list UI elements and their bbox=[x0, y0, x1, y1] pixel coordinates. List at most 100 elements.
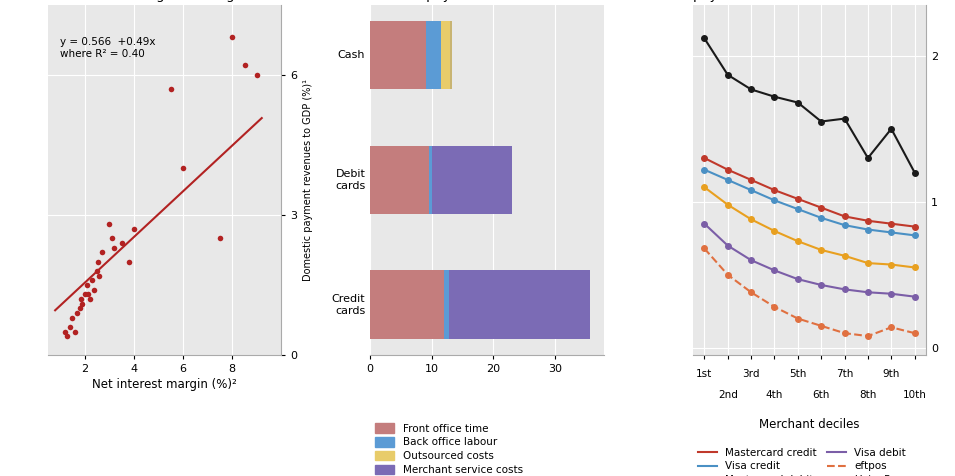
Visa debit bbox=[792, 276, 803, 282]
Point bbox=[176, 164, 191, 172]
Point bbox=[74, 300, 90, 307]
UnionPay bbox=[745, 87, 756, 92]
eftpos bbox=[792, 316, 803, 321]
Text: 1st: 1st bbox=[696, 369, 712, 379]
Mastercard debit bbox=[862, 260, 874, 266]
Bar bbox=[371, 146, 429, 214]
Visa credit bbox=[745, 187, 756, 193]
Visa credit bbox=[769, 198, 780, 203]
Point bbox=[57, 328, 73, 336]
Line: Visa credit: Visa credit bbox=[702, 167, 918, 238]
Point bbox=[82, 295, 97, 303]
Line: Mastercard credit: Mastercard credit bbox=[702, 155, 918, 229]
Point bbox=[62, 323, 77, 331]
Y-axis label: Domestic payment revenues to GDP (%)¹: Domestic payment revenues to GDP (%)¹ bbox=[303, 79, 313, 281]
Point bbox=[107, 244, 122, 251]
X-axis label: Net interest margin (%)²: Net interest margin (%)² bbox=[93, 378, 237, 391]
Point bbox=[163, 85, 179, 93]
Point bbox=[74, 295, 89, 303]
Text: 9th: 9th bbox=[882, 369, 900, 379]
eftpos bbox=[862, 333, 874, 339]
Point bbox=[91, 258, 106, 266]
Text: 7th: 7th bbox=[836, 369, 853, 379]
Visa credit bbox=[909, 232, 921, 238]
Point bbox=[249, 71, 265, 79]
Mastercard credit bbox=[816, 205, 827, 210]
UnionPay bbox=[838, 116, 850, 121]
Visa credit bbox=[885, 229, 897, 235]
Point bbox=[70, 309, 85, 317]
eftpos bbox=[722, 272, 733, 278]
Point bbox=[79, 281, 95, 289]
Point bbox=[212, 235, 227, 242]
Visa debit bbox=[885, 291, 897, 297]
Line: eftpos: eftpos bbox=[702, 246, 918, 339]
Mastercard credit bbox=[862, 218, 874, 224]
Visa credit bbox=[862, 227, 874, 232]
Point bbox=[121, 258, 137, 266]
UnionPay bbox=[769, 94, 780, 99]
Visa credit bbox=[699, 167, 711, 172]
Visa credit bbox=[722, 177, 733, 183]
Mastercard credit bbox=[745, 177, 756, 183]
Point bbox=[87, 286, 102, 294]
Mastercard debit bbox=[909, 265, 921, 270]
Bar bbox=[426, 20, 441, 89]
Line: UnionPay: UnionPay bbox=[702, 36, 918, 175]
Text: 6th: 6th bbox=[813, 390, 830, 400]
Legend: Mastercard credit, Visa credit, Mastercard debit, Visa debit, eftpos, UnionPay: Mastercard credit, Visa credit, Masterca… bbox=[698, 448, 906, 476]
Text: 4th: 4th bbox=[766, 390, 783, 400]
UnionPay bbox=[699, 36, 711, 41]
Point bbox=[126, 225, 141, 233]
Bar bbox=[444, 270, 449, 339]
Mastercard credit bbox=[838, 214, 850, 219]
Line: Visa debit: Visa debit bbox=[702, 221, 918, 299]
UnionPay bbox=[792, 99, 803, 105]
Bar bbox=[429, 146, 432, 214]
Mastercard credit bbox=[722, 167, 733, 172]
eftpos bbox=[816, 323, 827, 329]
Mastercard credit bbox=[885, 221, 897, 227]
Point bbox=[101, 220, 117, 228]
Mastercard debit bbox=[816, 247, 827, 253]
Visa debit bbox=[909, 294, 921, 299]
Mastercard debit bbox=[838, 253, 850, 258]
Mastercard debit bbox=[745, 217, 756, 222]
Text: Merchant deciles: Merchant deciles bbox=[759, 418, 860, 431]
Visa debit bbox=[745, 258, 756, 263]
Text: Payments are costlier where banks'
net interest margins are high: Payments are costlier where banks' net i… bbox=[48, 0, 285, 2]
Point bbox=[237, 62, 252, 69]
Visa credit bbox=[792, 206, 803, 212]
Mastercard debit bbox=[769, 228, 780, 234]
Point bbox=[60, 333, 75, 340]
Point bbox=[104, 235, 119, 242]
UnionPay bbox=[885, 126, 897, 132]
Point bbox=[114, 239, 129, 247]
Point bbox=[84, 277, 99, 284]
eftpos bbox=[699, 246, 711, 251]
Bar bbox=[450, 20, 452, 89]
Point bbox=[80, 290, 96, 298]
Mastercard debit bbox=[699, 184, 711, 190]
Mastercard debit bbox=[885, 262, 897, 268]
UnionPay bbox=[862, 155, 874, 161]
Visa debit bbox=[816, 282, 827, 288]
Point bbox=[95, 248, 110, 256]
Bar bbox=[449, 270, 590, 339]
Text: 5th: 5th bbox=[789, 369, 807, 379]
Mastercard credit bbox=[769, 187, 780, 193]
Point bbox=[90, 267, 105, 275]
Bar bbox=[371, 20, 426, 89]
Text: 3rd: 3rd bbox=[742, 369, 760, 379]
Point bbox=[72, 305, 87, 312]
Legend: Front office time, Back office labour, Outsourced costs, Merchant service costs,: Front office time, Back office labour, O… bbox=[375, 423, 522, 476]
eftpos bbox=[909, 330, 921, 336]
Point bbox=[67, 328, 82, 336]
eftpos bbox=[769, 304, 780, 310]
UnionPay bbox=[722, 72, 733, 78]
UnionPay bbox=[816, 119, 827, 124]
Line: Mastercard debit: Mastercard debit bbox=[702, 184, 918, 270]
Mastercard credit bbox=[699, 155, 711, 161]
Point bbox=[77, 290, 93, 298]
eftpos bbox=[885, 325, 897, 330]
